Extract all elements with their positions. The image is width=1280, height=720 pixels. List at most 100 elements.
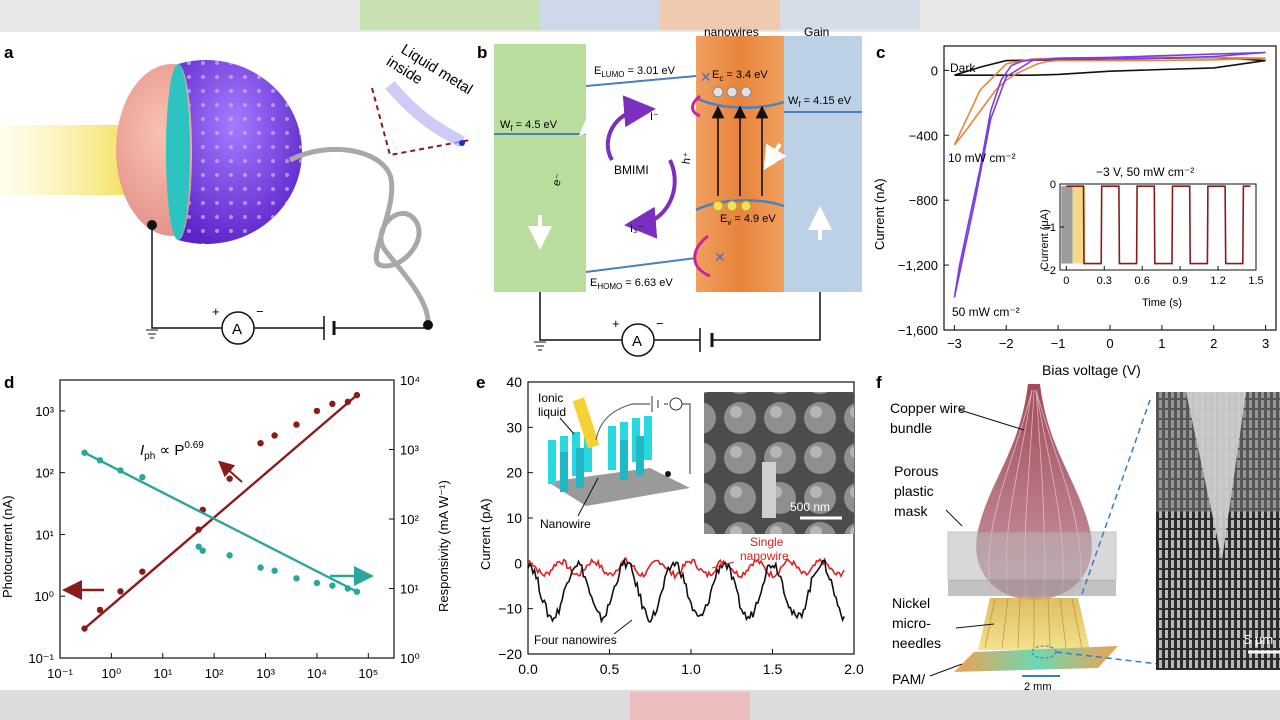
e-series-line (527, 556, 845, 580)
zoom-line-bottom (1055, 651, 1159, 665)
liquid-metal-streak (385, 81, 465, 148)
e-xtick-label: 1.0 (681, 661, 701, 677)
blur-top-orange (660, 0, 780, 30)
mask-edge (948, 580, 1116, 596)
panel-d-left-ylabel: Photocurrent (nA) (0, 495, 15, 598)
e-ytick-label: 0 (514, 555, 522, 571)
d-data-point (139, 568, 146, 575)
wf-left-label: Wf = 4.5 eV (500, 119, 558, 133)
single-pointer (711, 561, 735, 569)
four-nanowires-label: Four nanowires (534, 633, 617, 647)
blur-top-green (360, 0, 540, 30)
homo-line (585, 257, 697, 273)
left-electrode-band (494, 44, 586, 292)
ammeter-b-label: A (632, 333, 642, 350)
ground-icon (146, 329, 158, 339)
electron-2 (726, 86, 738, 98)
label-gain: Gain (804, 25, 829, 39)
d-data-point (199, 547, 206, 554)
d-fit-line (83, 451, 358, 593)
e-series-line (527, 557, 845, 624)
wf-right-label: Wf = 4.15 eV (788, 95, 852, 109)
e-xtick-label: 0.0 (518, 661, 538, 677)
c-xtick-label: −1 (1051, 336, 1066, 351)
white-arrow-diag-right (763, 142, 787, 171)
lumo-line (585, 75, 697, 87)
ammeter-b-plus: + (612, 316, 620, 331)
c-main-series (953, 51, 1266, 298)
e-ytick-label: 30 (506, 419, 522, 435)
right-electrode-band (784, 36, 862, 292)
inset-light-region (1072, 186, 1086, 264)
panel-f: f 2 mm Copper wire bundle (876, 373, 1280, 693)
d-series (81, 391, 361, 632)
redox-arrow-down (624, 159, 677, 239)
d-data-point (353, 391, 361, 399)
d-data-point (344, 398, 352, 406)
ev-label: Ev = 4.9 eV (720, 213, 776, 227)
needle-strands (984, 597, 1083, 649)
fiber-cable (288, 146, 431, 326)
d-data-point (329, 400, 336, 408)
e-series (527, 556, 845, 624)
pam-film (954, 646, 1118, 672)
hole-1 (712, 200, 724, 212)
d-data-point (226, 475, 233, 482)
ammeter-a-plus: + (212, 304, 220, 319)
d-data-point (271, 567, 278, 574)
d-right-ytick-label: 10¹ (400, 582, 419, 597)
lumo-label: ELUMO = 3.01 eV (594, 65, 676, 79)
ammeter-b (621, 323, 655, 357)
needle-tip-dot (459, 140, 465, 146)
iodide-label: I⁻ (650, 111, 659, 123)
probe-circuit (632, 396, 668, 412)
copper-pointer (959, 409, 1025, 431)
pam-label: PAM/ (892, 671, 925, 687)
porous-label: Porous plastic mask (894, 463, 942, 519)
d-left-ytick-label: 10² (35, 466, 54, 481)
triiodide-label: I₃⁻ (630, 223, 644, 235)
transfer-arrow-pink-bottom (693, 234, 711, 278)
panel-c-xlabel: Bias voltage (V) (1042, 362, 1141, 378)
nanowire-pointer (577, 477, 599, 517)
single-nanowire-label: Single nanowire (740, 535, 789, 563)
homo-label: EHOMO = 6.63 eV (590, 277, 673, 291)
sem-inset-f: 5 μm (1156, 392, 1280, 670)
c-xtick-label: −3 (947, 336, 962, 351)
blur-top-blue (540, 0, 660, 30)
d-data-point (96, 457, 104, 464)
d-data-point (81, 449, 88, 456)
d-data-point (344, 585, 352, 592)
blur-top-blue2 (780, 0, 920, 30)
c-main-axes: −3 −2 −1 0 1 2 3 0 −400 −800 −1,200 −1,600 (898, 45, 1277, 351)
hole-label: h⁺ (680, 151, 694, 165)
e-xtick-label: 0.5 (600, 661, 620, 677)
d-xtick-label: 10⁵ (358, 666, 378, 681)
nanowire-schematic: Ionic liquid Nanowire (538, 391, 691, 531)
circuit-wire-a (151, 225, 428, 329)
d-xtick-label: 10² (205, 666, 224, 681)
d-data-point (271, 432, 278, 439)
ionic-liquid-label: Ionic liquid (538, 391, 567, 419)
d-left-ytick-label: 10³ (35, 404, 54, 419)
redox-arrow-up (605, 95, 656, 162)
inset-ytick-label: −2 (1043, 265, 1056, 277)
d-data-point (195, 526, 202, 533)
inset-ylabel: Current (μA) (1039, 209, 1051, 270)
transfer-arrow-pink-top (691, 94, 701, 118)
pam-pointer (929, 663, 963, 677)
ground-icon-b (534, 341, 546, 351)
d-xtick-label: 10³ (256, 666, 275, 681)
bmimi-label: BMIMI (614, 163, 649, 177)
light-beam (0, 125, 130, 195)
block-x-top: ✕ (700, 69, 712, 85)
ammeter-a (221, 311, 255, 345)
four-pointer (613, 619, 633, 635)
c-xtick-label: −2 (999, 336, 1014, 351)
d-fit-line (83, 394, 358, 630)
c-inset-series (1066, 185, 1251, 265)
c-xtick-label: 3 (1262, 336, 1269, 351)
zoom-line-top (1081, 399, 1151, 595)
e-xtick-label: 1.5 (763, 661, 783, 677)
panel-d-letter: d (4, 373, 14, 392)
